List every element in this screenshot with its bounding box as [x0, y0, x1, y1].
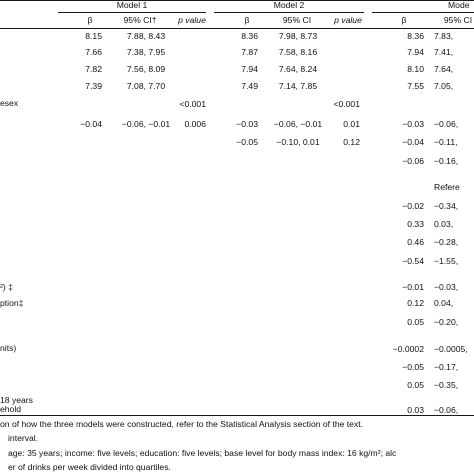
m3-beta: −0.04: [402, 137, 424, 147]
m3-ci: −0.06,: [434, 119, 459, 129]
m3-ci: −0.28,: [434, 237, 459, 247]
footnote-line: interval.: [8, 433, 39, 443]
m1-ci: 7.38, 7.95: [126, 47, 166, 57]
m3-beta: −0.0002: [392, 344, 424, 354]
m3-beta: −0.54: [402, 256, 424, 266]
m2-beta: 7.94: [241, 64, 258, 74]
m3-ci: −0.03,: [434, 282, 459, 292]
footnote-line: er of drinks per week divided into quart…: [8, 462, 171, 472]
m3-beta: 8.10: [407, 64, 424, 74]
m3-ci: 0.03,: [434, 219, 454, 229]
m2-beta: −0.05: [236, 137, 258, 147]
m2-p: 0.01: [343, 119, 360, 129]
m1-beta: −0.04: [80, 119, 102, 129]
m3-beta: −0.06: [402, 156, 424, 166]
m3-beta: 7.55: [407, 81, 424, 91]
m2-ci: 7.58, 8.16: [278, 47, 318, 57]
m1-p: <0.001: [179, 99, 206, 109]
m3-ci: −0.0005,: [434, 344, 468, 354]
m3-ci: 7.64,: [434, 64, 454, 74]
m2-ci: −0.06, −0.01: [273, 119, 323, 129]
m3-beta: 0.46: [407, 237, 424, 247]
beta-header: β: [401, 15, 407, 25]
m3-ci: −0.17,: [434, 362, 459, 372]
m3-ci: 0.04,: [434, 298, 454, 308]
m2-ci: 7.64, 8.24: [278, 64, 318, 74]
m3-ci: −0.20,: [434, 317, 459, 327]
m3-beta: −0.05: [402, 362, 424, 372]
row-label: esex: [0, 98, 19, 108]
beta-header: β: [244, 15, 250, 25]
top-rule: [0, 0, 474, 1]
p-value-header: p value: [334, 15, 362, 25]
ci-header: 95% CI†: [123, 15, 157, 25]
m3-beta: 0.03: [407, 405, 424, 415]
m3-ci: −0.35,: [434, 380, 459, 390]
m1-ci: −0.06, −0.01: [121, 119, 171, 129]
beta-header: β: [87, 15, 93, 25]
m3-ci: 7.41,: [434, 47, 454, 57]
m3-beta: 7.94: [407, 47, 424, 57]
m2-p: 0.12: [343, 137, 360, 147]
m3-beta: 0.33: [407, 219, 424, 229]
m2-beta: 8.36: [241, 31, 258, 41]
row-label: 18 years: [0, 395, 33, 405]
row-label: ²) ‡: [0, 282, 13, 292]
m3-beta: 0.05: [407, 317, 424, 327]
m2-beta: −0.03: [236, 119, 258, 129]
m2-ci: 7.98, 8.73: [278, 31, 318, 41]
m3-beta: 0.05: [407, 380, 424, 390]
ci-header: 95% CI: [443, 15, 473, 25]
m1-p: 0.006: [184, 119, 206, 129]
m1-beta: 8.15: [85, 31, 102, 41]
footnote-line: on of how the three models were construc…: [0, 419, 364, 429]
m1-ci: 7.08, 7.70: [126, 81, 166, 91]
m3-ci: −0.06,: [434, 405, 459, 415]
m3-beta: −0.03: [402, 119, 424, 129]
m3-ci: 7.83,: [434, 31, 454, 41]
table-bottom-rule: [0, 415, 474, 416]
model1-underline: [58, 12, 206, 13]
m3-beta: 0.12: [407, 298, 424, 308]
model-3-title: Mode: [448, 0, 470, 10]
m1-ci: 7.56, 8.09: [126, 64, 166, 74]
footnote-line: age: 35 years; income: five levels; educ…: [8, 448, 397, 458]
p-value-header: p value: [178, 15, 206, 25]
header-bottom-rule: [0, 28, 474, 29]
row-label: ption‡: [0, 298, 24, 308]
model3-underline: [372, 12, 474, 13]
row-label: ehold: [0, 404, 22, 414]
m1-ci: 7.88, 8.43: [126, 31, 166, 41]
m3-ci: 7.05,: [434, 81, 454, 91]
m1-beta: 7.66: [85, 47, 102, 57]
row-label: nits): [0, 343, 17, 353]
m2-beta: 7.87: [241, 47, 258, 57]
ci-header: 95% CI: [282, 15, 312, 25]
m2-ci: −0.10, 0.01: [276, 137, 320, 147]
m2-beta: 7.49: [241, 81, 258, 91]
m2-ci: 7.14, 7.85: [278, 81, 318, 91]
m3-ci: −0.16,: [434, 156, 459, 166]
m3-beta: −0.02: [402, 201, 424, 211]
model-1-title: Model 1: [116, 0, 148, 10]
m1-beta: 7.39: [85, 81, 102, 91]
m3-ci: Refere: [434, 182, 460, 192]
model2-underline: [214, 12, 364, 13]
m2-p: <0.001: [333, 99, 360, 109]
m3-beta: 8.36: [407, 31, 424, 41]
m3-beta: −0.01: [402, 282, 424, 292]
m3-ci: −1.55,: [434, 256, 459, 266]
m3-ci: −0.11,: [434, 137, 458, 147]
m1-beta: 7.82: [85, 64, 102, 74]
m3-ci: −0.34,: [434, 201, 459, 211]
model-2-title: Model 2: [273, 0, 305, 10]
